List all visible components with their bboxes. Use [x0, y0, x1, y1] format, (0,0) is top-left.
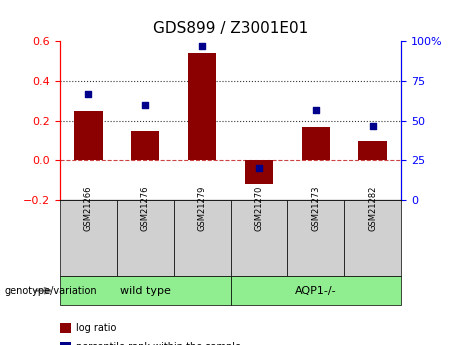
Text: wild type: wild type	[120, 286, 171, 296]
Text: GSM21279: GSM21279	[198, 186, 207, 231]
Text: percentile rank within the sample: percentile rank within the sample	[76, 342, 241, 345]
Text: genotype/variation: genotype/variation	[5, 286, 97, 296]
Text: GSM21282: GSM21282	[368, 186, 377, 231]
Text: GSM21266: GSM21266	[84, 186, 93, 231]
Text: log ratio: log ratio	[76, 323, 117, 333]
Point	[142, 102, 149, 108]
Text: GSM21270: GSM21270	[254, 186, 263, 231]
Text: GSM21276: GSM21276	[141, 186, 150, 231]
Point	[85, 91, 92, 97]
Bar	[358, 141, 387, 160]
Point	[255, 166, 263, 171]
Text: GSM21273: GSM21273	[311, 186, 320, 231]
Bar	[74, 111, 102, 160]
Bar	[188, 53, 216, 160]
Text: AQP1-/-: AQP1-/-	[295, 286, 337, 296]
Point	[198, 43, 206, 49]
Text: GDS899 / Z3001E01: GDS899 / Z3001E01	[153, 21, 308, 36]
Point	[369, 123, 376, 128]
Bar	[245, 160, 273, 184]
Bar	[301, 127, 330, 160]
Bar	[131, 131, 160, 160]
Point	[312, 107, 319, 112]
